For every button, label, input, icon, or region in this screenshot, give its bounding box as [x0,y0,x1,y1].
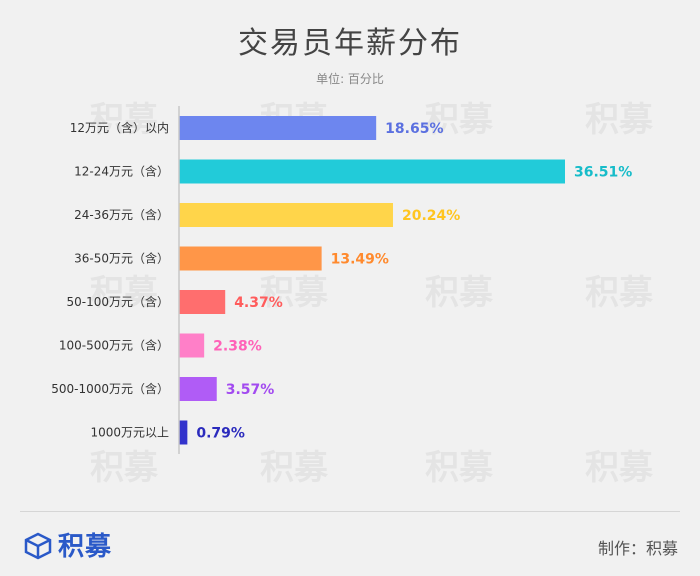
data-label: 13.49% [331,252,389,268]
chart-subtitle: 单位: 百分比 [316,72,384,86]
footer-logo: 积募 [22,526,112,563]
category-label: 24-36万元（含） [74,207,169,222]
bar [179,203,393,227]
category-label: 12-24万元（含） [74,164,169,179]
data-label: 4.37% [234,295,283,311]
data-label: 2.38% [213,339,262,355]
data-label: 18.65% [385,121,443,137]
category-label: 36-50万元（含） [74,251,169,266]
category-label: 500-1000万元（含） [51,381,169,396]
logo-icon [24,532,52,559]
bar [179,420,188,445]
data-label: 3.57% [226,382,275,398]
bar [179,333,205,358]
data-label: 36.51% [574,165,632,181]
category-label: 100-500万元（含） [59,338,169,353]
bar [179,377,217,401]
bar [179,290,226,314]
category-label: 50-100万元（含） [66,294,169,309]
footer-divider [20,511,680,512]
bar [179,116,377,140]
category-label: 12万元（含）以内 [70,120,169,135]
credit-text: 制作：积募 [597,539,678,558]
category-label: 1000万元以上 [90,426,169,440]
data-label: 20.24% [402,208,460,224]
bar [179,159,565,184]
chart-title: 交易员年薪分布 [238,26,462,61]
data-label: 0.79% [196,426,245,442]
logo-text: 积募 [58,532,113,562]
bar [179,246,322,271]
